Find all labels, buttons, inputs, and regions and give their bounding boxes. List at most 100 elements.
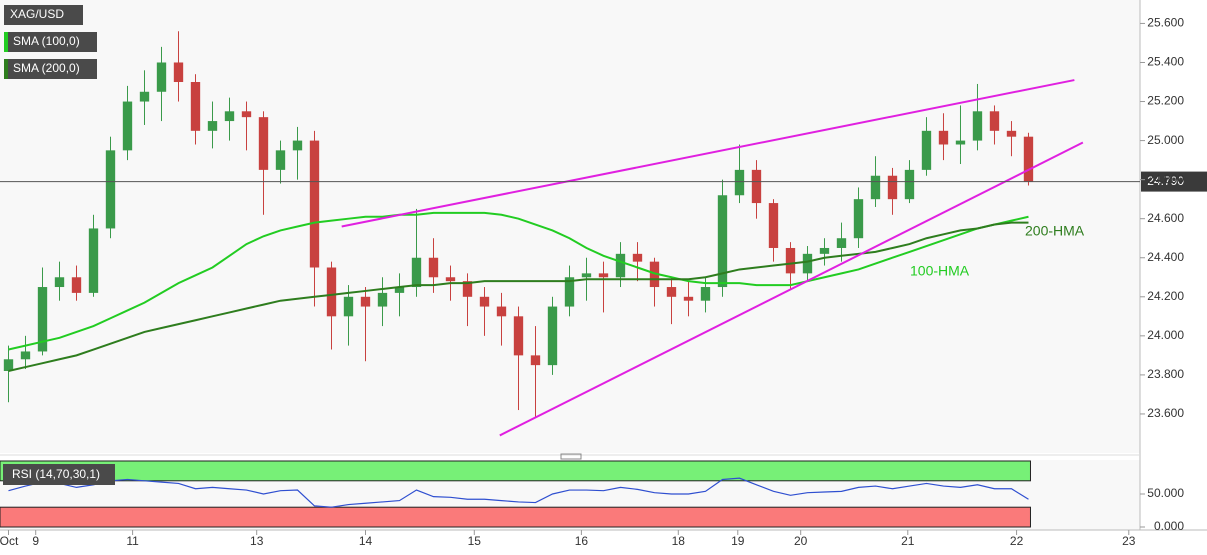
candle-body (955, 140, 966, 145)
x-tick-label: 15 (468, 534, 482, 548)
candle-body (139, 91, 150, 102)
candle-body (802, 253, 813, 274)
candle-body (88, 228, 99, 293)
candle-body (870, 175, 881, 200)
last-price-box (1141, 171, 1207, 192)
y-tick-label: 25.600 (1147, 16, 1184, 30)
legend-entry[interactable]: SMA (200,0) (13, 61, 80, 75)
candle-body (20, 351, 31, 360)
candle-body (258, 117, 269, 170)
x-tick-label: 19 (731, 534, 745, 548)
candle-body (428, 257, 439, 278)
trendline (499, 141, 1084, 437)
y-tick-label: 25.000 (1147, 133, 1184, 147)
candle-body (530, 355, 541, 366)
candle-body (700, 287, 711, 301)
legend-entry[interactable]: SMA (100,0) (13, 34, 80, 48)
candle-body (411, 257, 422, 288)
x-tick-label: 13 (250, 534, 264, 548)
legend-box (4, 5, 83, 25)
y-tick-label: 50.000 (1147, 486, 1184, 500)
candle-body (207, 121, 218, 131)
candle-body (683, 296, 694, 301)
y-tick-label: 25.200 (1147, 94, 1184, 108)
candle-body (734, 169, 745, 196)
candle-body (326, 267, 337, 317)
candle-body (598, 273, 609, 278)
legend-swatch (4, 32, 8, 52)
x-tick-label: 16 (575, 534, 589, 548)
candle-body (156, 62, 167, 92)
y-tick-label: 24.200 (1147, 289, 1184, 303)
plot-layer: 24.790 23.600 23.800 24.000 24.200 24.400 24.6… (0, 16, 1207, 548)
y-tick-label: 23.800 (1147, 367, 1184, 381)
overbought-band (0, 460, 1031, 482)
y-tick-label: 24.400 (1147, 250, 1184, 264)
candle-body (887, 175, 898, 200)
candle-body (1023, 136, 1034, 182)
y-tick-label: 0.000 (1154, 519, 1184, 533)
candle-body (785, 247, 796, 274)
candle-body (173, 62, 184, 83)
candle-body (1006, 130, 1017, 137)
oversold-band (0, 506, 1031, 528)
x-tick-label: 11 (126, 534, 139, 548)
candle-body (360, 296, 371, 307)
candle-body (377, 292, 388, 307)
x-tick-label: Oct (0, 534, 19, 548)
legend-box (3, 464, 115, 485)
candle-body (989, 111, 1000, 131)
candle-body (394, 287, 405, 293)
annotation: 200-HMA (1025, 223, 1085, 239)
x-tick-label: 9 (32, 534, 39, 548)
y-tick-label: 23.600 (1147, 406, 1184, 420)
candle-body (904, 169, 915, 200)
y-tick-label: 25.400 (1147, 55, 1184, 69)
candle-body (445, 277, 456, 282)
candle-body (836, 238, 847, 248)
candle-body (513, 316, 524, 356)
candle-body (751, 169, 762, 204)
moving-average (8, 211, 1029, 351)
candle-body (122, 101, 133, 151)
candle-body (105, 150, 116, 229)
y-tick-label: 24.800 (1147, 172, 1184, 186)
candle-body (615, 253, 626, 278)
rsi-line (8, 477, 1029, 508)
candle-body (921, 130, 932, 170)
last-price-label: 24.790 (1147, 174, 1184, 188)
candle-body (224, 111, 235, 122)
legend-swatch (4, 59, 8, 79)
x-tick-label: 22 (1010, 534, 1024, 548)
resize-handle[interactable] (560, 453, 582, 460)
candle-body (564, 277, 575, 307)
legend-box (4, 32, 97, 52)
candle-body (496, 306, 507, 317)
x-tick-label: 23 (1122, 534, 1136, 548)
price-panel (0, 0, 1140, 453)
candle-body (479, 296, 490, 307)
x-tick-label: 20 (794, 534, 808, 548)
candle-body (581, 273, 592, 278)
candle-body (632, 253, 643, 262)
candle-body (71, 277, 82, 293)
candle-body (462, 281, 473, 297)
candle-body (819, 247, 830, 254)
rsi-title[interactable]: RSI (14,70,30,1) (12, 467, 100, 481)
moving-average (8, 221, 1029, 372)
candle-body (972, 111, 983, 141)
candle-body (547, 306, 558, 366)
x-tick-label: 14 (359, 534, 373, 548)
candle-body (3, 359, 14, 371)
candle-body (343, 296, 354, 317)
legend-box (4, 59, 97, 79)
x-tick-label: 21 (901, 534, 915, 548)
candle-body (938, 130, 949, 145)
candle-body (853, 199, 864, 239)
x-tick-label: 18 (672, 534, 686, 548)
candle-body (768, 203, 779, 248)
candle-body (309, 140, 320, 268)
trendline (341, 79, 1075, 228)
